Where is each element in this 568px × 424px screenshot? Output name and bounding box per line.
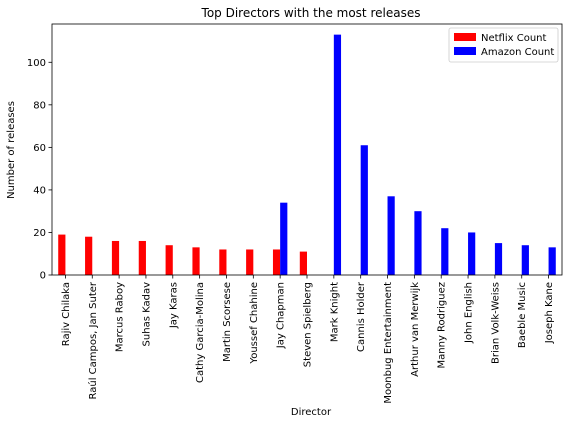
y-tick-label-3: 60 <box>33 143 46 154</box>
bar-amazon-18 <box>548 247 556 275</box>
bar-amazon-8 <box>280 202 288 275</box>
y-tick-label-0: 0 <box>40 271 46 282</box>
legend-label-netflix: Netflix Count <box>481 33 547 44</box>
y-tick-label-5: 100 <box>27 58 46 69</box>
bar-amazon-12 <box>387 196 395 275</box>
bar-amazon-11 <box>360 145 368 275</box>
x-tick-label-4: Jay Karas <box>168 282 179 329</box>
x-tick-label-7: Youssef Chahine <box>249 282 260 365</box>
x-tick-label-18: Joseph Kane <box>544 282 555 344</box>
bar-netflix-6 <box>219 249 227 275</box>
bar-amazon-10 <box>333 34 342 276</box>
x-tick-label-17: Baeble Music <box>517 282 528 348</box>
bar-amazon-17 <box>521 245 529 275</box>
x-tick-label-3: Suhas Kadav <box>141 282 152 347</box>
legend-box <box>448 27 559 63</box>
x-tick-label-15: John English <box>464 282 475 344</box>
bar-netflix-7 <box>246 249 254 275</box>
legend-swatch-amazon <box>454 47 476 55</box>
legend: Netflix Count Amazon Count <box>448 27 559 63</box>
x-tick-label-12: Moonbug Entertainment <box>383 282 394 404</box>
bar-netflix-4 <box>165 245 173 275</box>
y-tick-label-4: 80 <box>33 100 46 111</box>
legend-label-amazon: Amazon Count <box>481 47 554 58</box>
bar-netflix-0 <box>58 234 66 275</box>
bar-netflix-5 <box>192 247 200 275</box>
x-tick-label-1: Raúl Campos, Jan Suter <box>87 281 99 399</box>
y-tick-label-1: 20 <box>33 228 46 239</box>
x-tick-label-8: Jay Chapman <box>276 282 287 349</box>
chart-title: Top Directors with the most releases <box>201 6 421 20</box>
bar-netflix-1 <box>85 236 93 275</box>
x-tick-label-6: Martin Scorsese <box>222 282 233 362</box>
bar-amazon-14 <box>441 228 449 275</box>
x-tick-label-16: Brian Volk-Weiss <box>490 282 501 364</box>
x-tick-label-14: Manny Rodriguez <box>437 282 448 368</box>
bar-amazon-15 <box>468 232 476 275</box>
plot-area: 0 20 40 60 80 100 Rajiv Chilaka Raúl Campos, Ja… <box>27 23 563 404</box>
x-tick-label-11: Cannis Holder <box>356 281 367 352</box>
y-tick-label-2: 40 <box>33 185 46 196</box>
bar-netflix-2 <box>111 240 120 275</box>
bar-netflix-9 <box>299 251 307 275</box>
x-tick-label-5: Cathy Garcia-Molina <box>195 282 206 383</box>
bar-amazon-13 <box>414 211 422 275</box>
bar-netflix-3 <box>138 240 146 275</box>
x-axis-label: Director <box>291 407 332 418</box>
x-tick-label-13: Arthur van Merwijk <box>410 282 421 377</box>
bar-amazon-16 <box>494 243 503 275</box>
bar-netflix-8 <box>272 249 281 275</box>
x-tick-label-9: Steven Spielberg <box>303 282 314 367</box>
x-tick-label-2: Marcus Raboy <box>115 282 126 352</box>
legend-swatch-netflix <box>454 33 476 41</box>
x-tick-label-10: Mark Knight <box>329 282 340 342</box>
x-tick-label-0: Rajiv Chilaka <box>61 282 72 346</box>
y-axis-label: Number of releases <box>6 101 17 199</box>
